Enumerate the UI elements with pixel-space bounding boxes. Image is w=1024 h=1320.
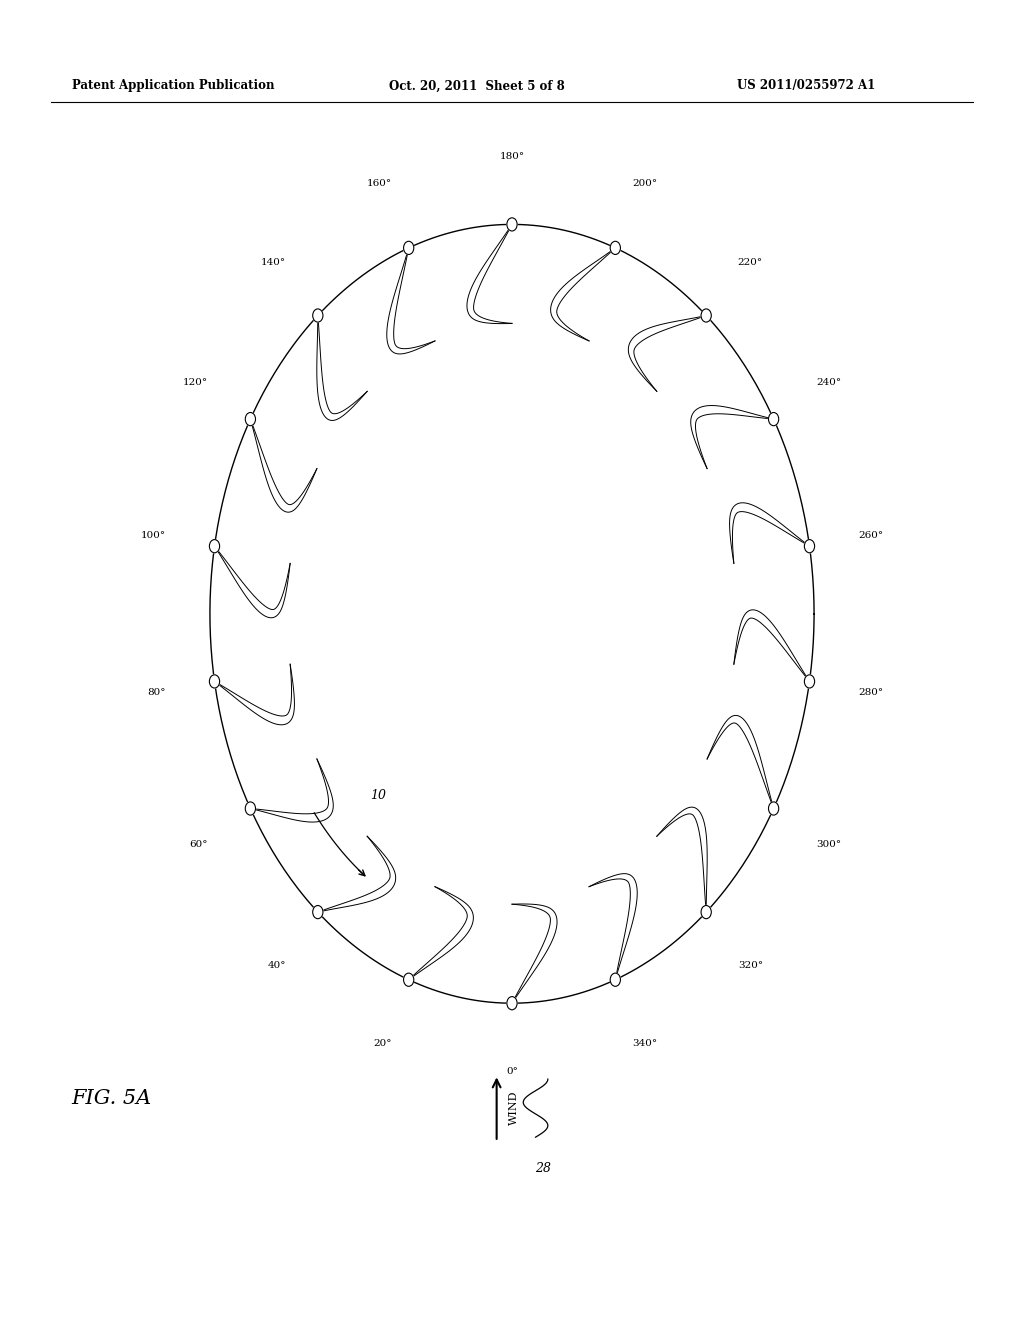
Polygon shape — [214, 546, 290, 618]
Text: 160°: 160° — [367, 180, 392, 189]
Text: Patent Application Publication: Patent Application Publication — [72, 79, 274, 92]
Circle shape — [805, 675, 815, 688]
Text: 340°: 340° — [632, 1039, 657, 1048]
Polygon shape — [387, 248, 435, 354]
Circle shape — [403, 973, 414, 986]
Circle shape — [246, 412, 256, 425]
Polygon shape — [656, 807, 708, 912]
Text: 240°: 240° — [816, 379, 842, 387]
Text: 40°: 40° — [267, 961, 287, 970]
Text: 28: 28 — [535, 1162, 551, 1175]
Text: 140°: 140° — [261, 257, 287, 267]
Polygon shape — [629, 315, 707, 391]
Polygon shape — [317, 837, 395, 912]
Circle shape — [312, 906, 323, 919]
Polygon shape — [729, 503, 810, 564]
Polygon shape — [251, 418, 316, 512]
Polygon shape — [251, 759, 333, 822]
Polygon shape — [589, 874, 637, 979]
Text: 260°: 260° — [858, 531, 883, 540]
Text: 10: 10 — [370, 789, 386, 803]
Polygon shape — [691, 405, 773, 469]
Polygon shape — [734, 610, 810, 681]
Circle shape — [246, 801, 256, 814]
Text: 60°: 60° — [189, 840, 208, 849]
Circle shape — [610, 973, 621, 986]
Text: 220°: 220° — [737, 257, 763, 267]
Circle shape — [701, 309, 712, 322]
Text: Oct. 20, 2011  Sheet 5 of 8: Oct. 20, 2011 Sheet 5 of 8 — [389, 79, 565, 92]
Text: 0°: 0° — [506, 1067, 518, 1076]
Text: 320°: 320° — [737, 961, 763, 970]
Text: 300°: 300° — [816, 840, 842, 849]
Text: FIG. 5A: FIG. 5A — [72, 1089, 152, 1107]
Polygon shape — [551, 248, 615, 341]
Text: 200°: 200° — [632, 180, 657, 189]
Circle shape — [701, 906, 712, 919]
Text: 20°: 20° — [374, 1039, 392, 1048]
Polygon shape — [316, 315, 368, 421]
Polygon shape — [409, 887, 473, 979]
Circle shape — [610, 242, 621, 255]
Circle shape — [507, 218, 517, 231]
Text: US 2011/0255972 A1: US 2011/0255972 A1 — [737, 79, 876, 92]
Polygon shape — [512, 904, 557, 1003]
Circle shape — [209, 675, 219, 688]
Circle shape — [507, 997, 517, 1010]
Text: 280°: 280° — [858, 688, 883, 697]
Circle shape — [768, 801, 778, 814]
Circle shape — [312, 309, 323, 322]
Text: 80°: 80° — [147, 688, 166, 697]
Text: WIND: WIND — [509, 1090, 519, 1126]
Circle shape — [768, 412, 778, 425]
Circle shape — [403, 242, 414, 255]
Polygon shape — [214, 664, 295, 725]
Polygon shape — [708, 715, 773, 808]
Text: 100°: 100° — [141, 531, 166, 540]
Circle shape — [209, 540, 219, 553]
Polygon shape — [467, 224, 512, 323]
Circle shape — [805, 540, 815, 553]
Text: 180°: 180° — [500, 152, 524, 161]
Text: 120°: 120° — [182, 379, 208, 388]
